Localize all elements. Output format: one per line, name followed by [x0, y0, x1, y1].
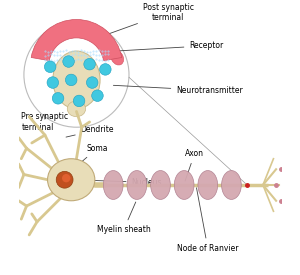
Ellipse shape [222, 170, 241, 199]
Ellipse shape [174, 170, 194, 199]
Text: Dendrite: Dendrite [66, 125, 114, 137]
Circle shape [63, 56, 74, 67]
Circle shape [56, 171, 73, 188]
Ellipse shape [198, 170, 218, 199]
Ellipse shape [48, 159, 95, 201]
Ellipse shape [53, 51, 100, 109]
Circle shape [84, 58, 95, 70]
Wedge shape [31, 20, 122, 61]
Text: Nucleus: Nucleus [76, 178, 162, 187]
Text: Pre synaptic
terminal: Pre synaptic terminal [21, 112, 68, 132]
Text: Axon: Axon [185, 149, 204, 181]
Circle shape [52, 92, 64, 104]
Text: Neurotransmitter: Neurotransmitter [113, 85, 243, 95]
Circle shape [92, 90, 103, 101]
Text: Myelin sheath: Myelin sheath [97, 202, 151, 234]
Circle shape [62, 174, 70, 182]
Text: Soma: Soma [81, 144, 108, 162]
Ellipse shape [111, 50, 124, 65]
Ellipse shape [151, 170, 170, 199]
Circle shape [73, 95, 85, 107]
Circle shape [65, 74, 77, 86]
Circle shape [44, 61, 56, 73]
Text: Node of Ranvier: Node of Ranvier [177, 188, 239, 252]
Text: Post synaptic
terminal: Post synaptic terminal [100, 3, 194, 37]
Text: Receptor: Receptor [118, 41, 224, 51]
Ellipse shape [127, 170, 147, 199]
Ellipse shape [103, 170, 123, 199]
Circle shape [47, 77, 58, 88]
Circle shape [100, 64, 111, 75]
Ellipse shape [67, 101, 86, 117]
Circle shape [86, 77, 98, 88]
